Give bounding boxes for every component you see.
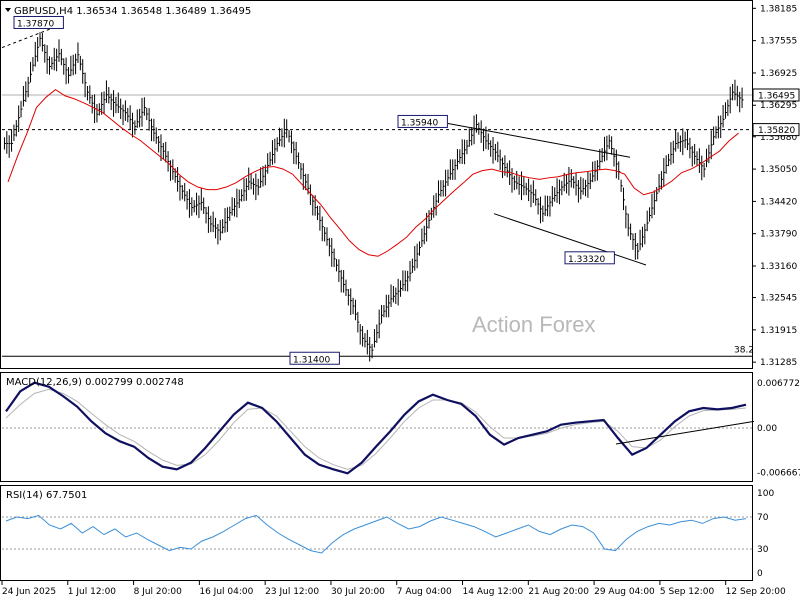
current-price-label: 1.36495 [758,91,795,101]
price-tick-label: 1.33160 [760,262,797,272]
low-2-label-box [564,251,615,265]
macd-trendline [615,420,755,445]
price-tick-label: 1.32545 [760,294,797,304]
time-tick-label: 1 Jul 12:00 [68,587,117,597]
time-tick-label: 23 Jul 12:00 [265,587,319,597]
rsi-tick-label: 70 [757,513,769,523]
high-1-label: 1.37870 [17,19,54,29]
price-tick-label: 1.31915 [760,326,797,336]
main-panel-frame [0,0,753,369]
price-tick-label: 1.38185 [760,4,797,14]
rsi-panel-frame [0,485,753,581]
macd-main-line [5,381,747,475]
line-price-label-box [752,123,800,137]
dropdown-arrow-icon[interactable] [5,8,11,12]
price-tick-label: 1.36925 [760,69,797,79]
low-1-label-box [289,351,340,365]
time-tick-label: 30 Jul 20:00 [331,587,385,597]
time-axis: 24 Jun 2025 1 Jul 12:00 8 Jul 20:00 16 Jul … [1,581,786,597]
macd-panel-frame [0,372,753,482]
low-1-label: 1.31400 [293,355,330,365]
lower-trendline [493,213,647,266]
watermark: Action Forex [472,312,596,337]
fib-label: 38.2 [734,345,754,355]
high-1-label-box [13,15,64,29]
symbol-header: GBPUSD,H4 1.36534 1.36548 1.36489 1.3649… [14,6,251,17]
macd-tick-label: -0.006667 [757,468,800,478]
price-tick-label: 1.35050 [760,165,797,175]
price-tick-label: 1.36295 [760,101,797,111]
price-axis: 1.38185 1.37555 1.36925 1.36295 1.35680 1.350… [752,4,800,368]
time-tick-label: 5 Sep 12:00 [660,587,715,597]
rsi-tick-label: 30 [757,545,769,555]
rsi-layer: 100 70 30 0 [2,489,774,579]
annotations-layer: 1.37870 1.35940 1.31400 1.33320 38.2 [13,15,754,365]
price-tick-label: 1.35680 [760,133,797,143]
price-tick-label: 1.34420 [760,197,797,207]
time-tick-label: 14 Aug 12:00 [463,587,524,597]
price-tick-label: 1.31285 [760,358,797,368]
time-tick-label: 8 Jul 20:00 [134,587,183,597]
top-dashed-trendline [1,24,63,49]
macd-tick-label: 0.00 [757,424,777,434]
low-2-label: 1.33320 [568,255,605,265]
macd-tick-label: 0.006772 [757,379,800,389]
line-price-label: 1.35820 [758,126,795,136]
main-dashed-levels [2,94,752,357]
macd-label: MACD(12,26,9) 0.002799 0.002748 [6,377,184,388]
time-tick-label: 29 Aug 04:00 [594,587,655,597]
time-tick-label: 12 Sep 20:00 [726,587,786,597]
moving-average-layer [7,88,739,257]
price-tick-label: 1.37555 [760,37,797,47]
high-2-label-box [397,114,448,128]
time-tick-label: 16 Jul 04:00 [199,587,253,597]
rsi-label: RSI(14) 67.7501 [6,490,87,501]
macd-layer: 0.006772 0.00 -0.006667 [2,379,800,478]
current-price-label-box [752,88,800,102]
high-2-label: 1.35940 [401,118,438,128]
time-tick-label: 24 Jun 2025 [2,587,56,597]
candles-layer [3,32,744,362]
trendlines-layer [1,24,647,266]
macd-signal-line [5,388,747,470]
rsi-tick-label: 100 [757,489,774,499]
rsi-line [5,514,747,554]
rsi-tick-label: 0 [757,569,763,579]
time-tick-label: 21 Aug 20:00 [528,587,589,597]
moving-average-line [7,88,739,257]
time-tick-label: 7 Aug 04:00 [397,587,452,597]
price-tick-label: 1.33790 [760,230,797,240]
upper-trendline [447,122,631,158]
